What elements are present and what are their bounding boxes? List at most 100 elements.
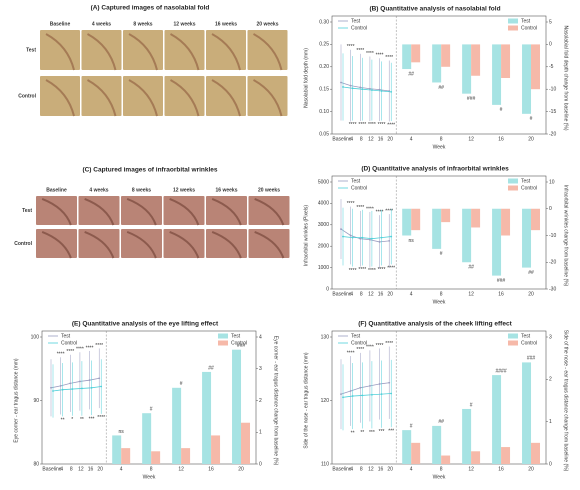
point — [371, 393, 373, 396]
point — [100, 385, 103, 388]
significance-label: ns — [119, 429, 125, 435]
bar — [202, 371, 212, 464]
bar — [492, 208, 502, 276]
y2-tick-label: 1 — [549, 419, 552, 425]
x-tick-label: 4 — [410, 466, 413, 472]
y-tick-label: 0 — [326, 286, 329, 292]
legend-label: Control — [351, 185, 367, 191]
legend-label: Test — [351, 178, 361, 184]
legend-swatch — [218, 333, 228, 339]
series-line — [340, 228, 390, 243]
y2-tick-label: 4 — [259, 334, 262, 340]
legend-label: Control — [521, 25, 537, 31]
point — [380, 393, 383, 396]
y2-tick-label: 5 — [549, 19, 552, 25]
x-tick-label: 16 — [378, 136, 384, 142]
x-tick-label: 16 — [498, 291, 504, 297]
significance-label: ## — [438, 85, 444, 91]
bar — [441, 44, 451, 67]
significance-label: # — [500, 107, 503, 113]
series-line — [340, 382, 390, 395]
photo — [40, 76, 80, 116]
bar — [432, 208, 442, 249]
x-tick-label: 20 — [387, 466, 393, 472]
significance-label: **** — [366, 51, 374, 57]
significance-label: **** — [368, 122, 376, 128]
significance-label: *** — [369, 430, 375, 436]
photo-fold — [87, 33, 117, 71]
photo — [247, 30, 288, 70]
y2-tick-label: 10 — [549, 179, 555, 185]
chart-title: (E) Quantitative analysis of the eye lif… — [72, 321, 219, 328]
significance-label: **** — [376, 53, 384, 59]
significance-label: **** — [349, 122, 357, 128]
x-tick-label: 8 — [440, 466, 443, 472]
point — [378, 88, 381, 91]
significance-label: **** — [385, 341, 393, 347]
y-axis-label: Nasolabial fold depth (mm) — [303, 48, 309, 108]
point — [340, 393, 342, 396]
photo — [121, 229, 162, 258]
x-tick-label: 12 — [468, 291, 474, 297]
y-tick-label: 2000 — [318, 244, 329, 250]
photo — [206, 76, 246, 116]
y2-tick-label: 0 — [549, 206, 552, 212]
significance-label: #### — [495, 368, 506, 374]
photo — [40, 30, 80, 70]
x-tick-label: 16 — [498, 136, 504, 142]
significance-label: **** — [387, 122, 395, 128]
significance-label: **** — [385, 208, 393, 214]
photo-fold — [253, 33, 283, 71]
bar — [432, 425, 442, 464]
photo — [163, 229, 205, 258]
significance-label: **** — [366, 206, 374, 212]
x-tick-label: 16 — [88, 466, 94, 472]
x-tick-label: 16 — [208, 466, 214, 472]
photo — [121, 196, 162, 225]
x-axis-label: Week — [143, 474, 156, 480]
y2-axis-label: Side of the nose - ear tragus distance c… — [563, 330, 569, 472]
point — [349, 234, 352, 237]
x-tick-label: 20 — [238, 466, 244, 472]
point — [361, 236, 364, 239]
significance-label: *** — [379, 429, 385, 435]
point — [371, 89, 373, 91]
photo — [164, 30, 205, 70]
bar — [411, 44, 421, 63]
column-label: 20 weeks — [257, 21, 279, 27]
significance-label: **** — [86, 345, 94, 351]
series-line — [340, 82, 390, 92]
bar — [402, 208, 412, 236]
photo-fold — [211, 197, 242, 226]
legend-label: Control — [231, 340, 247, 346]
y2-tick-label: -15 — [549, 109, 556, 115]
point — [340, 228, 342, 230]
legend-label: Test — [521, 333, 531, 339]
point — [81, 387, 83, 390]
point — [359, 386, 362, 389]
x-tick-label: 20 — [528, 291, 534, 297]
bar — [402, 44, 412, 70]
point — [342, 396, 344, 399]
y-tick-label: 90 — [33, 398, 39, 404]
x-tick-label: 8 — [440, 291, 443, 297]
significance-label: ### — [497, 278, 506, 284]
y-tick-label: 0.10 — [319, 109, 329, 115]
point — [71, 388, 74, 390]
x-tick-label: 12 — [368, 291, 374, 297]
significance-label: **** — [66, 349, 74, 355]
photo-fold — [211, 230, 242, 259]
y2-tick-label: 2 — [549, 377, 552, 383]
x-tick-label: 8 — [70, 466, 73, 472]
photo — [163, 196, 205, 225]
point — [340, 81, 342, 84]
column-label: 16 weeks — [216, 187, 238, 193]
x-tick-label: 20 — [528, 136, 534, 142]
x-tick-label: Baseline — [332, 291, 351, 297]
bar — [462, 44, 472, 94]
bar — [522, 44, 532, 114]
column-label: Baseline — [46, 187, 67, 193]
y-tick-label: 0.20 — [319, 64, 329, 70]
y2-tick-label: -20 — [549, 131, 556, 137]
